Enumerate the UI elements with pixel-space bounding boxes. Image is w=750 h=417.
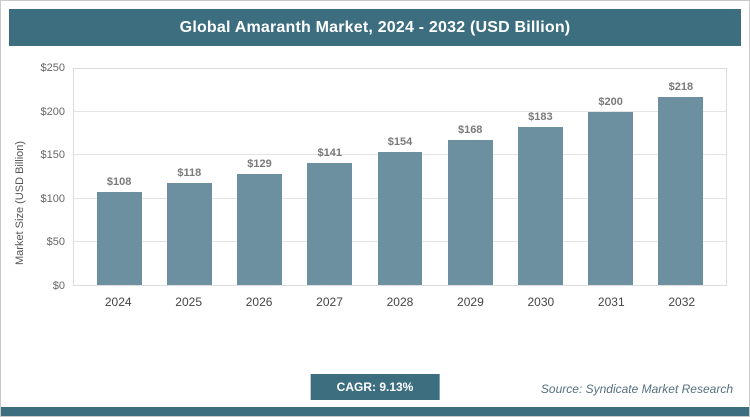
bar-column: $218 [646, 69, 716, 285]
y-tick-label: $0 [52, 280, 65, 292]
bar-column: $183 [505, 69, 575, 285]
y-tick-label: $100 [40, 192, 65, 205]
chart-section: Market Size (USD Billion) $0 $50 $100 $150 $… [1, 46, 749, 338]
bar [166, 183, 212, 285]
chart-footer: CAGR: 9.13% Source: Syndicate Market Res… [1, 338, 749, 407]
bottom-strip [1, 407, 749, 416]
x-tick-label: 2032 [668, 295, 696, 309]
y-axis-title: Market Size (USD Billion) [14, 140, 26, 266]
bar-value-label: $141 [317, 147, 342, 160]
x-tick-label: 2030 [527, 295, 555, 309]
x-axis-spacer [29, 286, 73, 316]
plot-row: $0 $50 $100 $150 $200 $250 $108 $118 $129 $141 $1… [29, 62, 727, 292]
bar-value-label: $168 [457, 123, 483, 136]
x-tick-label: 2025 [175, 295, 202, 309]
bars-row: $108 $118 $129 $141 $154 $168 $183 $200 $218 [74, 69, 726, 285]
bar-column: $154 [365, 69, 435, 285]
y-tick-label: $200 [40, 105, 65, 118]
y-axis-ticks: $0 $50 $100 $150 $200 $250 [29, 62, 73, 292]
bar-value-label: $129 [247, 157, 272, 170]
bar [96, 191, 142, 285]
bar-value-label: $183 [528, 110, 553, 123]
bar [588, 112, 634, 285]
x-tick-label: 2027 [316, 295, 343, 309]
bar [517, 126, 563, 285]
bar-column: $108 [84, 69, 154, 285]
plot-area: $108 $118 $129 $141 $154 $168 $183 $200 $218 [73, 68, 727, 286]
x-tick-label: 2026 [245, 295, 273, 309]
x-tick-label: 2029 [457, 295, 484, 309]
bar [237, 173, 283, 285]
bar-column: $168 [435, 69, 505, 285]
bar [658, 96, 704, 285]
cagr-badge: CAGR: 9.13% [310, 374, 440, 400]
bar [447, 139, 493, 285]
page-title: Global Amaranth Market, 2024 - 2032 (USD… [179, 18, 571, 36]
source-text: Source: Syndicate Market Research [540, 382, 733, 396]
x-tick-label: 2028 [386, 295, 414, 309]
y-tick-label: $250 [40, 62, 65, 74]
bar-column: $118 [154, 69, 224, 285]
chart-main: $0 $50 $100 $150 $200 $250 $108 $118 $129 $141 $1… [29, 62, 727, 338]
bar-column: $200 [576, 69, 646, 285]
bar-column: $141 [295, 69, 365, 285]
bar [377, 151, 423, 285]
x-axis-labels: 2024 2025 2026 2027 2028 2029 2030 2031 2032 [73, 286, 727, 316]
gridline [74, 111, 726, 113]
bar-value-label: $218 [668, 80, 694, 93]
chart-header: Global Amaranth Market, 2024 - 2032 (USD… [9, 9, 741, 46]
x-axis-row: 2024 2025 2026 2027 2028 2029 2030 2031 2032 [29, 286, 727, 316]
bar [307, 163, 353, 285]
bar-value-label: $118 [177, 167, 202, 180]
x-tick-label: 2024 [104, 295, 132, 309]
x-tick-label: 2031 [597, 295, 625, 309]
y-tick-label: $50 [46, 236, 65, 249]
y-tick-label: $150 [40, 149, 65, 162]
bar-column: $129 [224, 69, 294, 285]
bar-value-label: $154 [387, 135, 413, 148]
bar-value-label: $200 [598, 96, 623, 109]
bar-value-label: $108 [106, 175, 132, 188]
